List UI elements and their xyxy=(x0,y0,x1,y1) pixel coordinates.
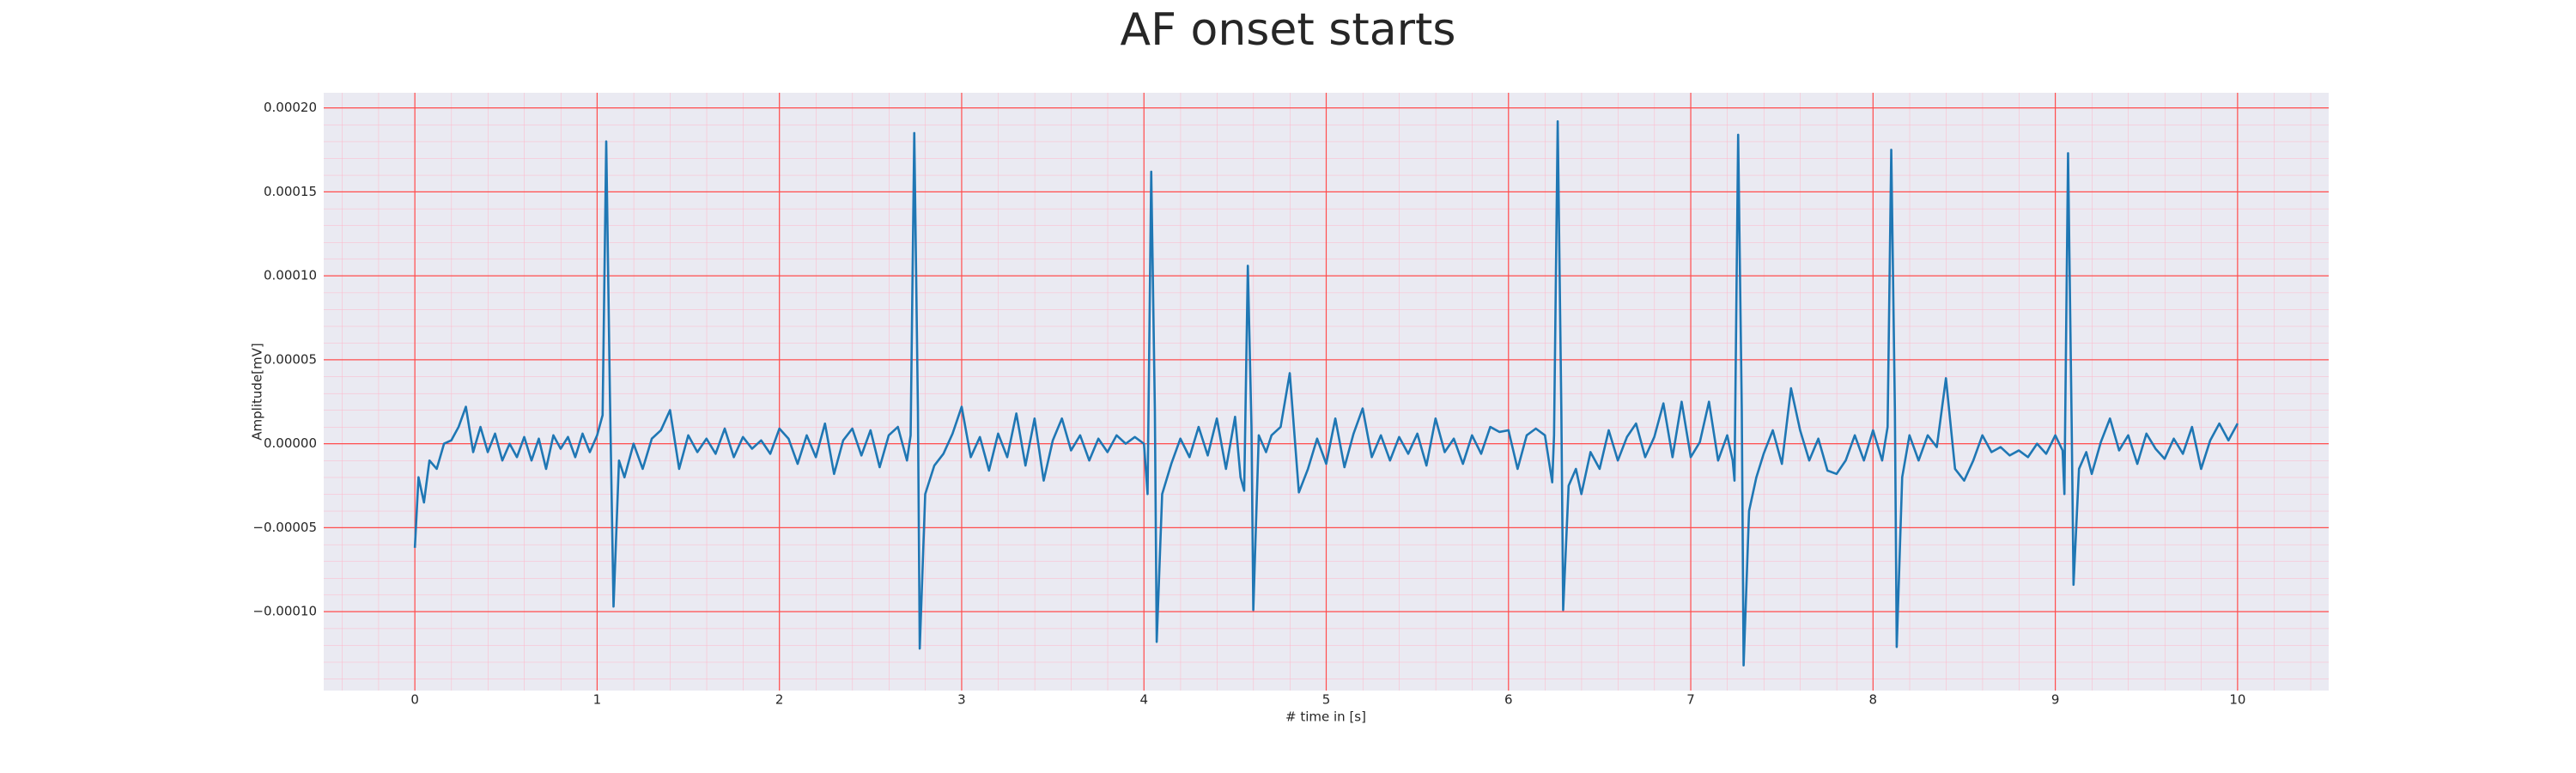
x-tick-label: 8 xyxy=(1869,692,1878,708)
x-tick-label: 1 xyxy=(593,692,602,708)
x-axis-label: # time in [s] xyxy=(1285,709,1366,725)
x-tick-label: 9 xyxy=(2051,692,2060,708)
x-tick-label: 7 xyxy=(1686,692,1695,708)
x-tick-label: 2 xyxy=(775,692,784,708)
y-tick-label: −0.00005 xyxy=(252,520,317,535)
x-tick-label: 5 xyxy=(1322,692,1331,708)
y-tick-label: 0.00000 xyxy=(264,435,317,451)
chart-title: AF onset starts xyxy=(1121,4,1456,56)
x-tick-label: 6 xyxy=(1504,692,1513,708)
y-tick-label: 0.00010 xyxy=(264,268,317,283)
signal-line xyxy=(413,119,2239,666)
x-tick-label: 0 xyxy=(410,692,419,708)
y-axis-label: Amplitude[mV] xyxy=(250,343,265,440)
x-tick-label: 3 xyxy=(957,692,966,708)
x-tick-label: 10 xyxy=(2229,692,2245,708)
x-tick-label: 4 xyxy=(1139,692,1148,708)
y-tick-label: 0.00015 xyxy=(264,184,317,199)
y-tick-label: −0.00010 xyxy=(252,604,317,619)
y-tick-label: 0.00005 xyxy=(264,351,317,367)
y-tick-label: 0.00020 xyxy=(264,100,317,115)
